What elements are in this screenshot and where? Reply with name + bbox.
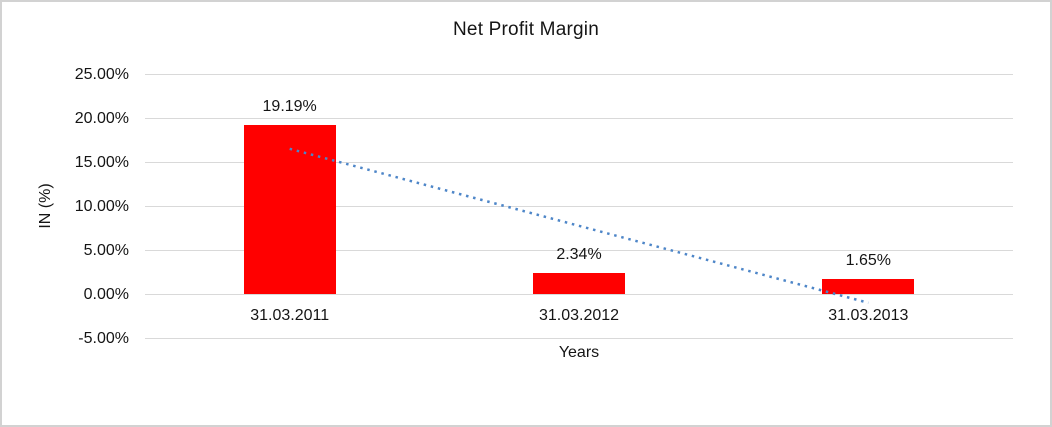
chart-title: Net Profit Margin <box>453 19 599 40</box>
y-tick-label: 25.00% <box>74 66 129 83</box>
gridline <box>145 294 1013 295</box>
x-category-label: 31.03.2013 <box>828 307 909 324</box>
y-tick-label: 15.00% <box>74 154 129 171</box>
data-label: 1.65% <box>845 252 892 270</box>
y-tick-label: 5.00% <box>83 242 129 259</box>
data-label: 19.19% <box>262 98 317 116</box>
y-tick-label: -5.00% <box>78 330 129 347</box>
x-axis-title: Years <box>558 344 600 361</box>
x-category-label: 31.03.2012 <box>538 307 620 324</box>
bar <box>243 125 336 294</box>
x-category-label: 31.03.2011 <box>250 307 330 324</box>
gridline <box>145 118 1013 119</box>
bar <box>822 279 915 294</box>
y-tick-label: 20.00% <box>74 110 129 127</box>
data-label: 2.34% <box>556 246 602 264</box>
y-tick-label: 10.00% <box>74 198 129 215</box>
gridline <box>145 74 1013 75</box>
y-tick-label: 0.00% <box>83 286 129 303</box>
gridline <box>145 338 1013 339</box>
bar <box>533 273 625 294</box>
